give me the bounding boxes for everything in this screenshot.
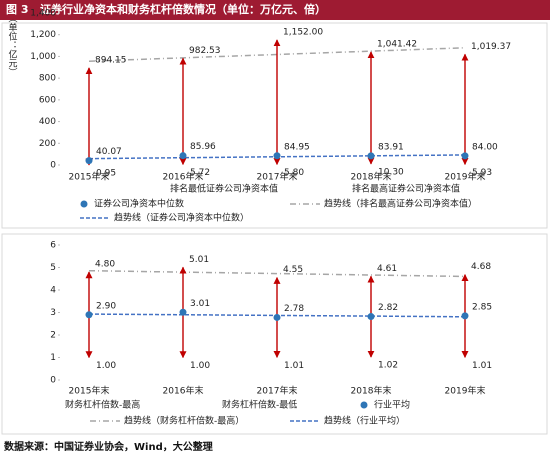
- x-tick-label: 2019年末: [445, 171, 486, 183]
- data-label: 1.01: [284, 361, 304, 371]
- y-tick-label: 2: [50, 331, 56, 341]
- data-label: 1,041.42: [377, 39, 417, 49]
- y-tick-label: 1,200: [30, 30, 56, 40]
- figure-number: 图 3: [6, 3, 28, 16]
- x-tick-label: 2019年末: [445, 385, 486, 397]
- x-tick-label: 2015年末: [69, 385, 110, 397]
- data-label: 1.00: [96, 361, 116, 371]
- median-dot: [367, 313, 375, 321]
- legend-label: 财务杠杆倍数-最低: [222, 399, 297, 411]
- data-label: 894.15: [95, 55, 127, 65]
- data-label: 1.01: [472, 361, 492, 371]
- legend-dot: [360, 401, 368, 409]
- legend-label: 财务杠杆倍数-最高: [65, 399, 140, 411]
- y-tick-label: 400: [39, 117, 56, 127]
- data-label: 10.30: [378, 167, 404, 177]
- data-label: 2.90: [96, 301, 116, 311]
- legend-label: 趋势线（排名最高证券公司净资本值）: [324, 198, 477, 210]
- data-label: 83.91: [378, 142, 404, 152]
- data-label: 982.53: [189, 46, 221, 56]
- y-axis-label: （单位：亿元）: [7, 14, 18, 77]
- figure-title: 证券行业净资本和财务杠杆倍数情况（单位：万亿元、倍）: [40, 2, 326, 16]
- median-dot: [273, 313, 281, 321]
- data-label: 2.82: [378, 303, 398, 313]
- data-label: 2.85: [472, 302, 492, 312]
- x-tick-label: 2015年末: [69, 171, 110, 183]
- data-label: 1.00: [190, 361, 210, 371]
- data-label: 5.01: [189, 255, 209, 265]
- source-note: 数据来源：中国证券业协会，Wind，大公整理: [4, 440, 213, 453]
- median-dot: [179, 152, 187, 160]
- x-tick-label: 2018年末: [351, 171, 392, 183]
- median-dot: [85, 157, 93, 165]
- x-tick-label: 2017年末: [257, 171, 298, 183]
- y-tick-label: 200: [39, 139, 56, 149]
- data-label: 1,019.37: [471, 42, 511, 52]
- y-tick-label: 1,000: [30, 52, 56, 62]
- x-tick-label: 2016年末: [163, 171, 204, 183]
- y-tick-label: 3: [50, 308, 56, 318]
- data-label: 84.95: [284, 142, 310, 152]
- y-tick-label: 5: [50, 263, 56, 273]
- panel-frame: [1, 233, 548, 435]
- x-tick-label: 2016年末: [163, 385, 204, 397]
- y-tick-label: 800: [39, 74, 56, 84]
- legend-label: 排名最低证券公司净资本值: [170, 183, 278, 195]
- y-tick-label: 0: [50, 161, 56, 171]
- y-tick-label: 6: [50, 241, 56, 251]
- data-label: 5.93: [472, 168, 492, 178]
- y-tick-label: 4: [50, 286, 56, 296]
- y-tick-label: 1: [50, 353, 56, 363]
- x-tick-label: 2017年末: [257, 385, 298, 397]
- panel-frame: [1, 22, 548, 229]
- header-band: [0, 0, 550, 20]
- trend-line: [88, 47, 466, 62]
- legend-label: 趋势线（财务杠杆倍数-最高）: [124, 415, 244, 427]
- median-dot: [273, 152, 281, 160]
- y-tick-label: 600: [39, 95, 56, 105]
- y-tick-label: 0: [50, 376, 56, 386]
- data-label: 1.02: [378, 361, 398, 371]
- data-label: 5.80: [284, 168, 304, 178]
- median-dot: [179, 308, 187, 316]
- median-dot: [367, 152, 375, 160]
- median-dot: [85, 311, 93, 319]
- legend-label: 排名最高证券公司净资本值: [352, 183, 460, 195]
- data-label: 5.72: [190, 168, 210, 178]
- legend-label: 趋势线（行业平均）: [324, 415, 405, 427]
- data-label: 40.07: [96, 147, 122, 157]
- median-dot: [461, 152, 469, 160]
- data-label: 1,152.00: [283, 27, 323, 37]
- data-label: 4.80: [95, 260, 115, 270]
- trend-line: [88, 269, 466, 278]
- data-label: 3.01: [190, 299, 210, 309]
- data-label: 4.68: [471, 262, 491, 272]
- y-tick-label: 1,400: [30, 9, 56, 19]
- legend-label: 趋势线（证券公司净资本中位数）: [114, 212, 249, 224]
- legend-label: 证券公司净资本中位数: [94, 198, 184, 210]
- data-label: 84.00: [472, 142, 498, 152]
- x-tick-label: 2018年末: [351, 385, 392, 397]
- median-dot: [461, 312, 469, 320]
- data-label: 2.78: [284, 304, 304, 314]
- data-label: 4.55: [283, 265, 303, 275]
- data-label: 85.96: [190, 142, 216, 152]
- data-label: 4.61: [377, 264, 397, 274]
- legend-label: 行业平均: [374, 399, 410, 411]
- legend-dot: [80, 200, 88, 208]
- data-label: 0.95: [96, 168, 116, 178]
